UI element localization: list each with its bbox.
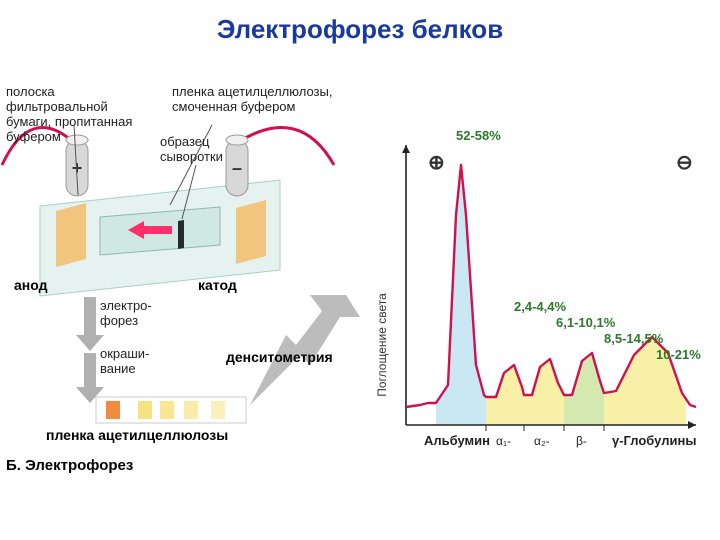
svg-text:⊕: ⊕	[428, 152, 445, 174]
label-filter-paper: полоска фильтровальной бумаги, пропитанн…	[6, 85, 156, 145]
densitometry-chart: Поглощение света ⊕ ⊖ 52-58% 2,4-4,4%6,1-10,1…	[370, 75, 720, 475]
svg-text:2,4-4,4%: 2,4-4,4%	[514, 299, 566, 314]
svg-text:10-21%: 10-21%	[656, 347, 701, 362]
label-step1: электро- форез	[100, 299, 152, 329]
svg-text:8,5-14,5%: 8,5-14,5%	[604, 331, 664, 346]
panel-caption: Б. Электрофорез	[6, 457, 133, 474]
svg-text:52-58%: 52-58%	[456, 128, 501, 143]
label-film2: пленка ацетилцеллюлозы	[46, 427, 228, 443]
label-serum-sample: образец сыворотки	[160, 135, 250, 165]
diagram-stage: +– полоска фильтровальной бумаги, пропит…	[0, 45, 720, 535]
svg-text:β-: β-	[576, 434, 587, 448]
label-step3: денситометрия	[226, 349, 333, 365]
svg-text:α₂-: α₂-	[534, 434, 550, 448]
label-anode: анод	[14, 277, 48, 293]
label-cathode: катод	[198, 277, 237, 293]
page-title: Электрофорез белков	[0, 0, 720, 45]
label-acetyl-film: пленка ацетилцеллюлозы, смоченная буферо…	[172, 85, 342, 115]
label-step2: окраши- вание	[100, 347, 149, 377]
svg-text:α₁-: α₁-	[496, 434, 511, 448]
svg-text:Альбумин: Альбумин	[424, 433, 490, 448]
svg-text:6,1-10,1%: 6,1-10,1%	[556, 315, 616, 330]
svg-text:Поглощение света: Поглощение света	[375, 293, 389, 397]
svg-text:⊖: ⊖	[676, 152, 693, 174]
svg-text:γ-Глобулины: γ-Глобулины	[612, 433, 696, 448]
